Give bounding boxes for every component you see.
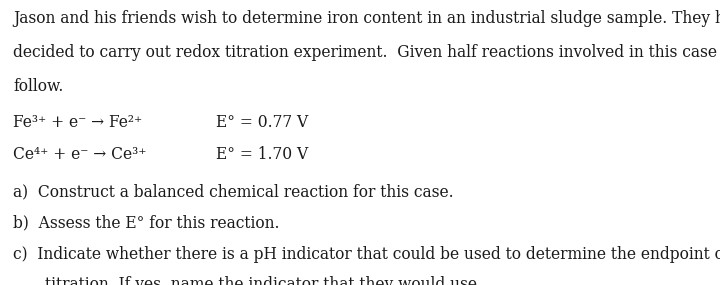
Text: b)  Assess the E° for this reaction.: b) Assess the E° for this reaction. bbox=[13, 214, 279, 231]
Text: decided to carry out redox titration experiment.  Given half reactions involved : decided to carry out redox titration exp… bbox=[13, 44, 720, 61]
Text: Jason and his friends wish to determine iron content in an industrial sludge sam: Jason and his friends wish to determine … bbox=[13, 10, 720, 27]
Text: E° = 1.70 V: E° = 1.70 V bbox=[216, 146, 308, 163]
Text: c)  Indicate whether there is a pH indicator that could be used to determine the: c) Indicate whether there is a pH indica… bbox=[13, 246, 720, 263]
Text: a)  Construct a balanced chemical reaction for this case.: a) Construct a balanced chemical reactio… bbox=[13, 183, 454, 200]
Text: titration. If yes, name the indicator that they would use.: titration. If yes, name the indicator th… bbox=[45, 276, 482, 285]
Text: follow.: follow. bbox=[13, 78, 63, 95]
Text: Ce⁴⁺ + e⁻ → Ce³⁺: Ce⁴⁺ + e⁻ → Ce³⁺ bbox=[13, 146, 146, 163]
Text: Fe³⁺ + e⁻ → Fe²⁺: Fe³⁺ + e⁻ → Fe²⁺ bbox=[13, 114, 143, 131]
Text: E° = 0.77 V: E° = 0.77 V bbox=[216, 114, 308, 131]
